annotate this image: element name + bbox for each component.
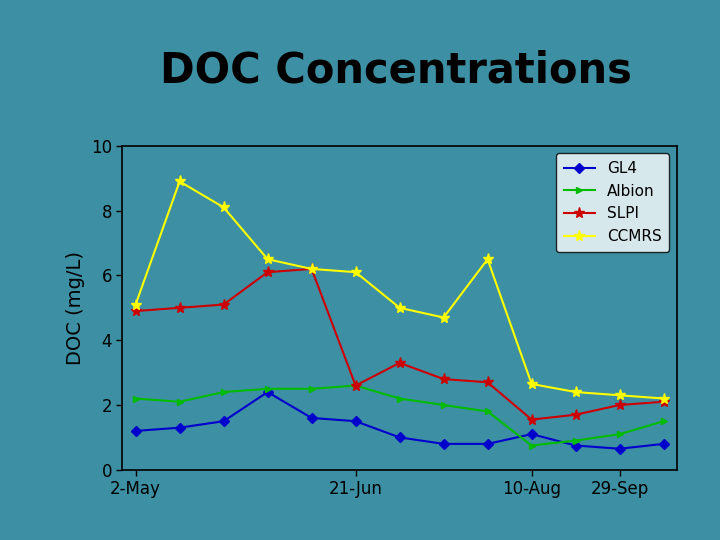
Line: GL4: GL4: [132, 389, 667, 452]
CCMRS: [660, 395, 668, 402]
Albion: [616, 431, 624, 437]
CCMRS: [439, 314, 448, 321]
SLPI: [571, 411, 580, 418]
Albion: [660, 418, 668, 424]
Albion: [351, 382, 360, 389]
CCMRS: [527, 381, 536, 387]
Legend: GL4, Albion, SLPI, CCMRS: GL4, Albion, SLPI, CCMRS: [557, 153, 669, 252]
GL4: [307, 415, 316, 421]
Albion: [220, 389, 228, 395]
Albion: [175, 399, 184, 405]
SLPI: [351, 382, 360, 389]
Albion: [307, 386, 316, 392]
SLPI: [483, 379, 492, 386]
SLPI: [307, 266, 316, 272]
GL4: [571, 442, 580, 449]
SLPI: [264, 269, 272, 275]
Albion: [571, 437, 580, 444]
Y-axis label: DOC (mg/L): DOC (mg/L): [66, 251, 85, 365]
CCMRS: [616, 392, 624, 399]
GL4: [660, 441, 668, 447]
SLPI: [527, 416, 536, 423]
CCMRS: [351, 269, 360, 275]
CCMRS: [307, 266, 316, 272]
CCMRS: [395, 305, 404, 311]
SLPI: [616, 402, 624, 408]
GL4: [220, 418, 228, 424]
CCMRS: [571, 389, 580, 395]
Albion: [527, 442, 536, 449]
Albion: [395, 395, 404, 402]
GL4: [616, 446, 624, 452]
GL4: [483, 441, 492, 447]
SLPI: [439, 376, 448, 382]
GL4: [264, 389, 272, 395]
Albion: [439, 402, 448, 408]
Albion: [264, 386, 272, 392]
CCMRS: [264, 256, 272, 262]
Line: SLPI: SLPI: [130, 264, 669, 425]
SLPI: [395, 360, 404, 366]
GL4: [439, 441, 448, 447]
Line: CCMRS: CCMRS: [130, 176, 669, 404]
GL4: [351, 418, 360, 424]
SLPI: [660, 399, 668, 405]
Albion: [483, 408, 492, 415]
GL4: [395, 434, 404, 441]
GL4: [175, 424, 184, 431]
CCMRS: [131, 301, 140, 308]
SLPI: [131, 308, 140, 314]
Albion: [131, 395, 140, 402]
GL4: [527, 431, 536, 437]
CCMRS: [175, 178, 184, 185]
Text: DOC Concentrations: DOC Concentrations: [160, 49, 632, 91]
GL4: [131, 428, 140, 434]
Line: Albion: Albion: [132, 382, 667, 449]
SLPI: [220, 301, 228, 308]
SLPI: [175, 305, 184, 311]
CCMRS: [483, 256, 492, 262]
CCMRS: [220, 204, 228, 211]
